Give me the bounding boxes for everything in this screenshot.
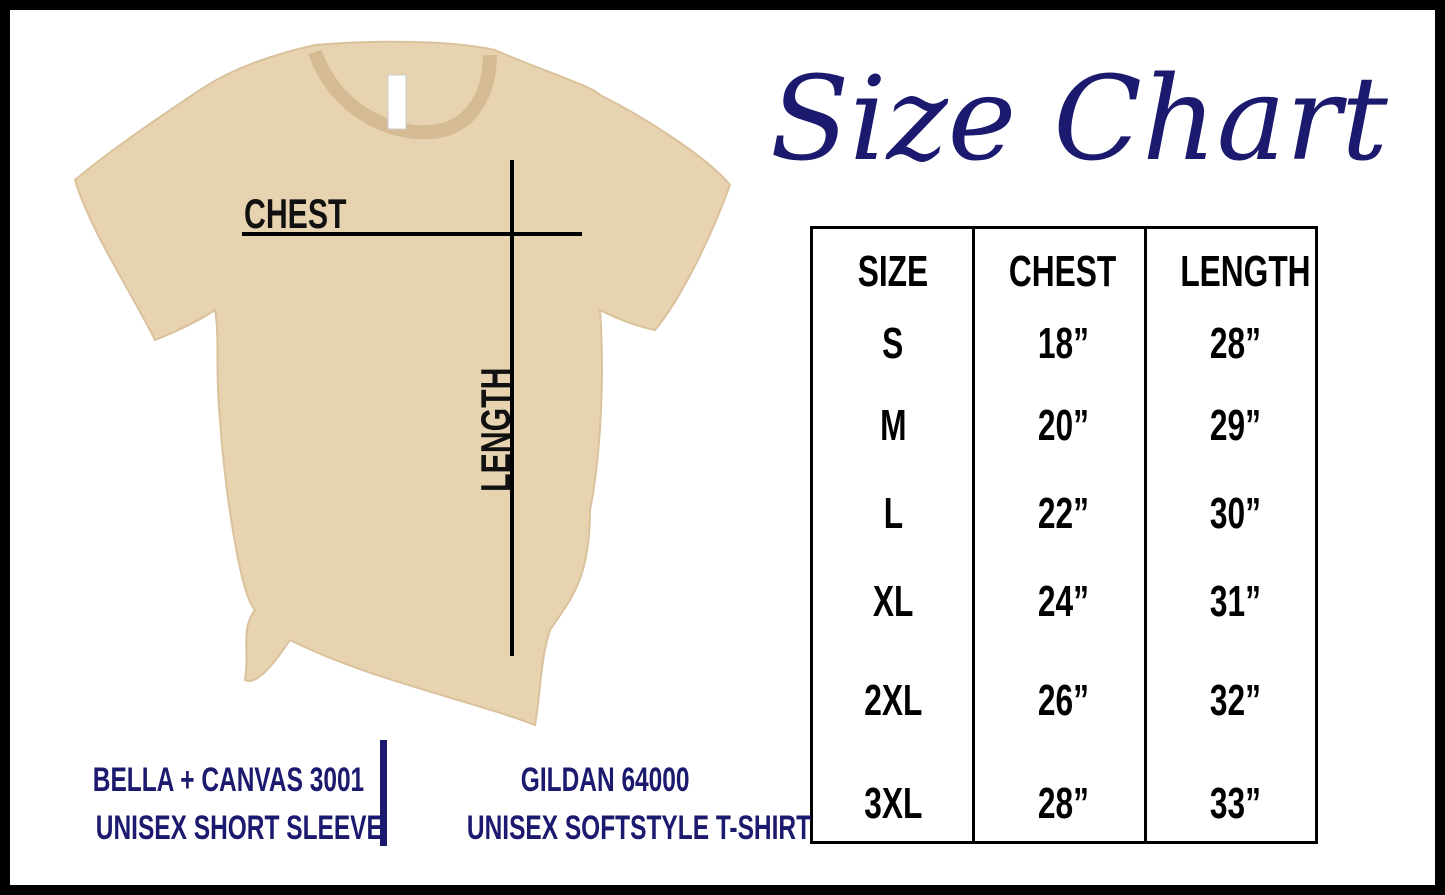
cell-text: 20” <box>1037 401 1089 450</box>
cell-size: 2XL <box>813 676 973 726</box>
cell-size: XL <box>813 577 973 627</box>
cell-text: 29” <box>1209 401 1261 450</box>
cell-size: S <box>813 319 973 369</box>
length-label: LENGTH <box>472 367 519 492</box>
cell-text: CHEST <box>1009 247 1117 296</box>
cell-length: 30” <box>1155 489 1315 539</box>
page-title: Size Chart <box>770 52 1388 187</box>
cell-text: 31” <box>1209 577 1261 626</box>
cell-chest: 22” <box>983 489 1143 539</box>
cell-text: 30” <box>1209 489 1261 538</box>
brand-line: BELLA + CANVAS 3001 <box>92 761 365 799</box>
tshirt-image <box>73 40 732 727</box>
cell-text: S <box>882 319 904 368</box>
cell-text: 3XL <box>863 779 923 828</box>
chest-label: CHEST <box>244 190 347 237</box>
cell-size: 3XL <box>813 779 973 829</box>
cell-text: L <box>883 489 903 538</box>
header-chest: CHEST <box>983 247 1143 297</box>
cell-chest: 18” <box>983 319 1143 369</box>
brand-bella-canvas: BELLA + CANVAS 3001 UNISEX SHORT SLEEVE <box>40 756 383 852</box>
cell-text: 24” <box>1037 577 1089 626</box>
tshirt-tag <box>387 74 407 130</box>
header-length: LENGTH <box>1155 247 1315 297</box>
cell-text: 26” <box>1037 676 1089 725</box>
cell-text: 2XL <box>863 676 923 725</box>
cell-chest: 28” <box>983 779 1143 829</box>
cell-length: 32” <box>1155 676 1315 726</box>
brand-line: UNISEX SHORT SLEEVE <box>95 809 383 847</box>
cell-text: LENGTH <box>1180 247 1311 296</box>
cell-text: 22” <box>1037 489 1089 538</box>
column-divider <box>1144 229 1147 841</box>
cell-chest: 26” <box>983 676 1143 726</box>
cell-length: 33” <box>1155 779 1315 829</box>
cell-text: XL <box>872 577 914 626</box>
brand-divider <box>380 740 387 846</box>
cell-text: 33” <box>1209 779 1261 828</box>
tshirt-collar <box>308 49 497 140</box>
cell-text: 28” <box>1209 319 1261 368</box>
cell-size: M <box>813 401 973 451</box>
cell-text: 28” <box>1037 779 1089 828</box>
size-table: SIZE CHEST LENGTH S 18” 28” M 20” 29” L 22” 30” XL 24… <box>810 226 1318 844</box>
cell-length: 28” <box>1155 319 1315 369</box>
cell-chest: 24” <box>983 577 1143 627</box>
cell-length: 31” <box>1155 577 1315 627</box>
tshirt-body <box>73 40 732 727</box>
header-size: SIZE <box>813 247 973 297</box>
cell-length: 29” <box>1155 401 1315 451</box>
brand-gildan: GILDAN 64000 UNISEX SOFTSTYLE T-SHIRT <box>400 756 812 852</box>
column-divider <box>972 229 975 841</box>
cell-size: L <box>813 489 973 539</box>
cell-text: 32” <box>1209 676 1261 725</box>
cell-chest: 20” <box>983 401 1143 451</box>
brand-line: UNISEX SOFTSTYLE T-SHIRT <box>466 809 812 847</box>
brand-line: GILDAN 64000 <box>520 761 690 799</box>
cell-text: 18” <box>1037 319 1089 368</box>
cell-text: M <box>879 401 907 450</box>
cell-text: SIZE <box>857 247 929 296</box>
